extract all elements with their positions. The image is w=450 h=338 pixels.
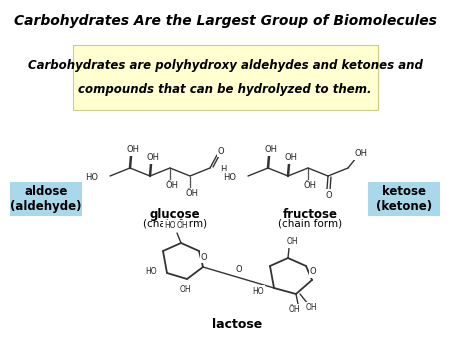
Text: OH: OH [355, 149, 368, 159]
FancyBboxPatch shape [73, 45, 378, 110]
Text: ȌH: ȌH [288, 306, 300, 314]
Text: OH: OH [126, 145, 140, 154]
Text: (chain form): (chain form) [143, 218, 207, 228]
Text: ȌH: ȌH [185, 190, 198, 198]
Text: OH: OH [147, 153, 159, 163]
Text: ketose
(ketone): ketose (ketone) [376, 185, 432, 213]
Text: aldose
(aldehyde): aldose (aldehyde) [10, 185, 82, 213]
Text: HO: HO [85, 172, 98, 182]
Text: OH: OH [284, 153, 297, 163]
Text: glucose: glucose [150, 208, 200, 221]
Text: HO: HO [164, 221, 176, 231]
Text: HO: HO [223, 172, 236, 182]
Text: lactose: lactose [212, 318, 262, 331]
Text: HO: HO [145, 266, 157, 275]
Text: ȌH: ȌH [303, 182, 316, 191]
Text: OH: OH [305, 304, 317, 313]
Text: OH: OH [176, 221, 188, 231]
Text: O: O [201, 252, 207, 262]
Text: OH: OH [286, 238, 298, 246]
Text: OH: OH [265, 145, 278, 154]
Text: OH: OH [179, 285, 191, 293]
Text: O: O [218, 146, 224, 155]
Text: O: O [310, 267, 316, 276]
FancyBboxPatch shape [10, 182, 82, 216]
Text: fructose: fructose [283, 208, 338, 221]
Text: compounds that can be hydrolyzed to them.: compounds that can be hydrolyzed to them… [78, 83, 372, 96]
FancyBboxPatch shape [368, 182, 440, 216]
Text: H: H [220, 166, 226, 174]
Text: ȌH: ȌH [166, 182, 179, 191]
Text: (chain form): (chain form) [278, 218, 342, 228]
Text: Carbohydrates Are the Largest Group of Biomolecules: Carbohydrates Are the Largest Group of B… [14, 14, 436, 28]
Text: HO: HO [252, 287, 264, 295]
Text: O: O [235, 265, 242, 274]
Text: Carbohydrates are polyhydroxy aldehydes and ketones and: Carbohydrates are polyhydroxy aldehydes … [27, 59, 423, 72]
Text: O: O [326, 191, 332, 199]
